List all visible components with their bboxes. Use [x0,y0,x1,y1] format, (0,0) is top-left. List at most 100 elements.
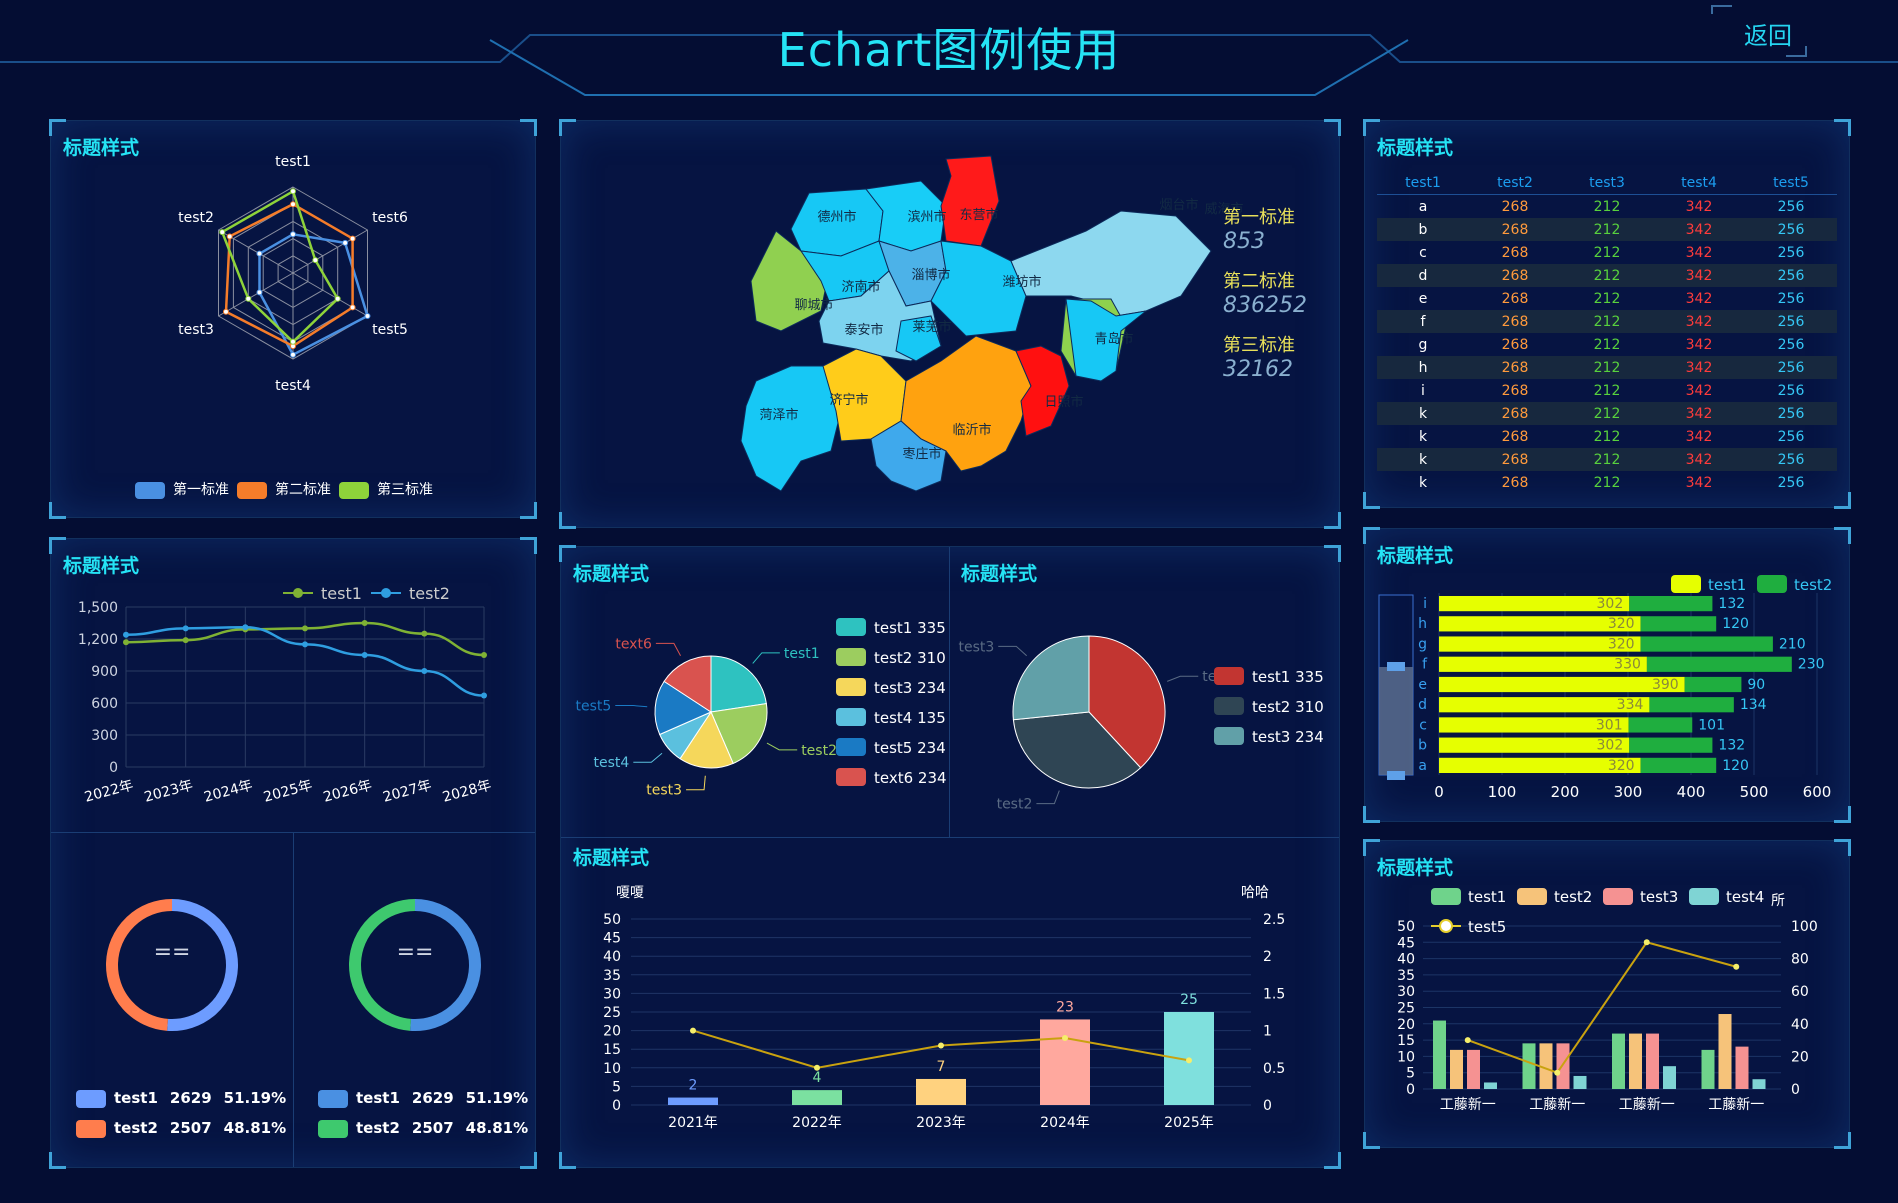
pie-legend-label: text6 234 [874,769,947,787]
combo-bar-test2[interactable] [1718,1014,1732,1089]
donut-legend-item[interactable]: test1 2629 51.19% [318,1089,528,1108]
pie-slice[interactable] [663,655,712,713]
hbar-bar-test1[interactable] [1439,697,1650,713]
hbar-bar-test1[interactable] [1439,676,1685,693]
hbar-bar-test1[interactable] [1439,737,1630,753]
legend-swatch [836,768,866,786]
combo-legend-item[interactable]: test2 [1517,888,1592,906]
pie-slice[interactable] [710,655,767,713]
hbar-bar-test1[interactable] [1439,596,1630,612]
hbar-legend-item[interactable]: test1 [1671,575,1746,594]
hbar-bar-test2[interactable] [1640,636,1773,652]
combo-legend-item[interactable]: test4 [1689,888,1764,906]
radar-legend-item[interactable]: 第二标准 [237,479,331,499]
combo-bar-test1[interactable] [1701,1049,1715,1089]
line-xtick: 2024年 [202,777,254,805]
legend-swatch [1214,727,1244,745]
pie-legend-item[interactable]: test4 135 [836,708,946,727]
hbar-bar-test2[interactable] [1640,616,1717,632]
pie-legend-item[interactable]: test2 310 [836,648,946,667]
hbar-bar-test2[interactable] [1649,697,1734,713]
pie-slice[interactable] [710,703,768,765]
back-button[interactable]: 返回 [1744,22,1792,50]
pie-legend-item[interactable]: test3 234 [836,678,946,697]
combo-bar-test3[interactable] [1735,1046,1749,1089]
combo-legend-item[interactable]: test3 [1603,888,1678,906]
pie-legend-item[interactable]: test1 335 [836,618,946,637]
table-header-cell[interactable]: test3 [1561,171,1653,195]
radar-legend-item[interactable]: 第三标准 [339,479,433,499]
hbar-xtick: 500 [1740,783,1769,801]
map-region[interactable] [940,155,1000,247]
combo-bar-test2[interactable] [1450,1049,1463,1089]
combo-bar-test3[interactable] [1556,1043,1570,1089]
bar[interactable] [916,1078,966,1105]
map-region[interactable] [1065,298,1148,382]
donut-legend-item[interactable]: test2 2507 48.81% [76,1119,286,1138]
hbar-bar-test1[interactable] [1439,717,1629,733]
combo-ytick-left: 50 [1397,919,1415,935]
pie-legend-item[interactable]: text6 234 [836,768,947,787]
pie-legend-item[interactable]: test2 310 [1214,697,1324,716]
table-header-cell[interactable]: test1 [1377,171,1469,195]
map-region[interactable] [1015,345,1070,437]
hbar-datazoom-handle[interactable] [1387,771,1405,780]
combo-bar-test2[interactable] [1629,1033,1642,1089]
bar[interactable] [792,1090,842,1105]
hbar-bar-test1[interactable] [1439,616,1641,632]
combo-bar-test1[interactable] [1612,1033,1625,1089]
hbar-bar-test1[interactable] [1439,656,1647,672]
table-header-cell[interactable]: test5 [1745,171,1837,195]
hbar-datazoom-window[interactable] [1379,667,1413,775]
hbar-bar-test1[interactable] [1439,636,1641,652]
table-header-cell[interactable]: test2 [1469,171,1561,195]
table-cell: 342 [1653,356,1745,379]
bar[interactable] [1040,1019,1090,1105]
hbar-bar-test2[interactable] [1646,656,1792,672]
hbar-bar-test2[interactable] [1629,737,1713,753]
radar-point [342,239,349,246]
line-legend-item[interactable]: test2 [371,584,450,603]
pie-legend-item[interactable]: test1 335 [1214,667,1324,686]
combo-bar-test2[interactable] [1539,1043,1553,1089]
combo-bar-test4[interactable] [1752,1079,1766,1089]
combo-bar-test3[interactable] [1646,1033,1659,1089]
pie-slice[interactable] [1012,711,1142,789]
combo-bar-test4[interactable] [1573,1075,1587,1089]
pie-slice[interactable] [679,710,734,769]
combo-bar-test3[interactable] [1467,1049,1480,1089]
pie-legend-item[interactable]: test3 234 [1214,727,1324,746]
map-region[interactable] [870,420,947,492]
combo-bar-test1[interactable] [1433,1020,1446,1089]
radar-chart: test1 test6 test5 test4 test3 test2 [178,154,408,394]
radar-legend-item[interactable]: 第一标准 [135,479,229,499]
hbar-bar-test2[interactable] [1629,596,1713,612]
bar[interactable] [668,1097,718,1105]
hbar-bar-test1[interactable] [1439,757,1641,773]
pie-legend-item[interactable]: test5 234 [836,738,946,757]
combo-bar-test4[interactable] [1484,1082,1497,1089]
combo-legend-item[interactable]: test1 [1431,888,1506,906]
table-header-cell[interactable]: test4 [1653,171,1745,195]
map-region[interactable] [895,315,942,362]
bar-value-label: 2 [689,1078,698,1094]
hbar-bar-test2[interactable] [1640,757,1717,773]
combo-bar-test4[interactable] [1663,1066,1676,1089]
combo-legend-item[interactable]: test5 [1431,918,1506,936]
hbar-bar-test2[interactable] [1684,676,1742,693]
hbar-datazoom-handle[interactable] [1387,662,1405,671]
hbar-bar-test2[interactable] [1628,717,1693,733]
pie-slice[interactable] [1088,635,1166,769]
hbar-legend-item[interactable]: test2 [1757,575,1832,594]
table-cell: 342 [1685,198,1713,215]
donut-legend-item[interactable]: test2 2507 48.81% [318,1119,528,1138]
combo-bar-test1[interactable] [1522,1043,1536,1089]
donut-legend-item[interactable]: test1 2629 51.19% [76,1089,286,1108]
map-region[interactable] [930,240,1027,337]
line-ytick: 1,200 [78,632,118,648]
pie-slice[interactable] [1012,635,1090,721]
pie-slice[interactable] [654,680,713,736]
map-region[interactable] [740,365,842,492]
line-legend-item[interactable]: test1 [283,584,362,603]
